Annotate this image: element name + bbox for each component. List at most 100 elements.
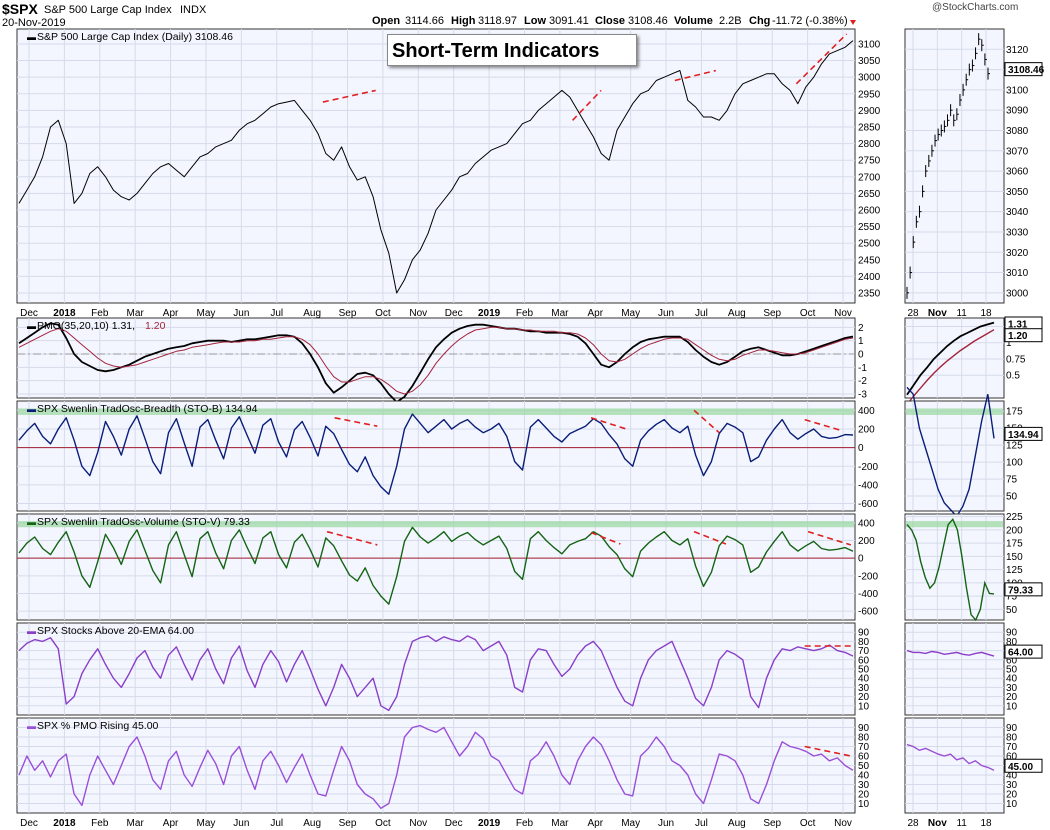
y-tick-label: 40 — [858, 771, 870, 782]
x-tick-label: May — [621, 818, 640, 829]
x-tick-label: Dec — [20, 308, 38, 319]
inset-y-tick-label: 30 — [1006, 780, 1018, 791]
y-tick-label: -200 — [858, 462, 878, 473]
inset-y-tick-label: 0.75 — [1006, 354, 1026, 365]
last-value-label: 3108.46 — [1008, 65, 1045, 76]
last-value-label: 64.00 — [1008, 648, 1033, 659]
inset-y-tick-label: 20 — [1006, 692, 1018, 703]
y-tick-label: 20 — [858, 790, 870, 801]
y-tick-label: 50 — [858, 665, 870, 676]
inset-y-tick-label: 0.5 — [1006, 371, 1020, 382]
inset-y-tick-label: 60 — [1006, 752, 1018, 763]
inset-y-tick-label: 3060 — [1006, 167, 1029, 178]
y-tick-label: 2600 — [858, 206, 881, 217]
chart-callout: Short-Term Indicators — [387, 34, 637, 66]
inset-x-tick-label: Nov — [928, 308, 947, 319]
y-tick-label: 20 — [858, 692, 870, 703]
trendline-pmo-rising — [804, 745, 851, 757]
inset-frame-breadth — [904, 400, 1005, 512]
panel-title: PMO(35,20,10) 1.31, — [37, 320, 135, 332]
inset-y-tick-label: 10 — [1006, 799, 1018, 810]
inset-y-tick-label: 100 — [1006, 458, 1023, 469]
y-tick-label: 60 — [858, 655, 870, 666]
symbol-label: $SPX — [2, 1, 38, 17]
y-tick-label: 1 — [858, 336, 864, 347]
x-tick-label: Aug — [728, 818, 746, 829]
x-tick-label: Oct — [800, 308, 816, 319]
inset-y-tick-label: 3000 — [1006, 288, 1029, 299]
x-tick-label: Jun — [658, 308, 674, 319]
x-tick-label: Jul — [695, 308, 708, 319]
x-tick-label: Jun — [658, 818, 674, 829]
legend-swatch: ▬ — [27, 517, 36, 527]
inset-y-tick-label: 1 — [1006, 338, 1012, 349]
legend-swatch: ▬ — [27, 404, 36, 414]
legend-swatch: ▬ — [27, 721, 36, 731]
series-line-price-0 — [18, 40, 854, 294]
quote-high-label: High — [451, 15, 476, 27]
y-tick-label: -2 — [858, 376, 867, 387]
y-tick-label: 200 — [858, 424, 875, 435]
legend-swatch: ▬ — [27, 321, 36, 331]
trendline-breadth — [590, 417, 627, 430]
inset-y-tick-label: 200 — [1006, 525, 1023, 536]
overbought-band — [18, 408, 854, 415]
index-name: S&P 500 Large Cap Index — [44, 4, 172, 16]
inset-x-tick-label: 18 — [980, 818, 992, 829]
last-value-box — [1004, 328, 1043, 343]
trendline-breadth — [334, 416, 378, 427]
x-tick-label: 2018 — [53, 308, 76, 319]
y-tick-label: 3000 — [858, 73, 881, 84]
y-tick-label: -600 — [858, 499, 878, 510]
inset-y-tick-label: 150 — [1006, 552, 1023, 563]
y-tick-label: 0 — [858, 350, 864, 361]
x-tick-label: Mar — [551, 818, 569, 829]
down-arrow-icon — [850, 20, 856, 25]
legend-swatch: ▬ — [27, 32, 36, 42]
y-tick-label: 3100 — [858, 39, 881, 50]
x-tick-label: Apr — [587, 308, 603, 319]
chart-date: 20-Nov-2019 — [2, 17, 66, 29]
x-tick-label: May — [197, 308, 216, 319]
y-tick-label: 2500 — [858, 239, 881, 250]
quote-chg-label: Chg — [749, 15, 771, 27]
y-tick-label: 2950 — [858, 89, 881, 100]
last-value-box — [1004, 644, 1043, 659]
inset-y-tick-label: 3020 — [1006, 248, 1029, 259]
inset-x-tick-label: 11 — [956, 818, 967, 829]
last-value-label: 1.20 — [1008, 331, 1028, 342]
x-tick-label: Sep — [339, 818, 357, 829]
y-tick-label: 10 — [858, 701, 870, 712]
x-tick-label: Feb — [91, 818, 109, 829]
x-tick-label: Aug — [728, 308, 746, 319]
inset-series-line-breadth-0 — [906, 386, 995, 518]
x-tick-label: Jun — [233, 818, 249, 829]
panel-breadth: -600-400-20002004005075100125150175134.9… — [16, 386, 1043, 518]
inset-y-tick-label: 75 — [1006, 592, 1018, 603]
inset-series-line-volume-0 — [906, 518, 995, 622]
y-tick-label: 40 — [858, 674, 870, 685]
quote-close-label: Close — [595, 15, 625, 27]
inset-y-tick-label: 175 — [1006, 407, 1023, 418]
y-tick-label: 70 — [858, 646, 870, 657]
trendline-breadth — [693, 409, 720, 434]
x-tick-label: Oct — [375, 308, 391, 319]
y-tick-label: 70 — [858, 742, 870, 753]
inset-y-tick-label: 80 — [1006, 637, 1018, 648]
x-tick-label: 2019 — [478, 308, 501, 319]
series-line-pmo-rising-0 — [18, 724, 854, 809]
series-line-breadth-0 — [18, 413, 854, 495]
panel-title: SPX Swenlin TradOsc-Breadth (STO-B) 134.… — [37, 403, 258, 415]
inset-y-tick-label: 20 — [1006, 790, 1018, 801]
series-line-stocks-ema-0 — [18, 635, 854, 712]
x-tick-label: Apr — [163, 818, 179, 829]
panel-title: SPX Stocks Above 20-EMA 64.00 — [37, 625, 194, 637]
x-tick-label: Dec — [445, 818, 463, 829]
y-tick-label: 400 — [858, 406, 875, 417]
quote-low: 3091.41 — [549, 15, 589, 27]
x-tick-label: Mar — [127, 308, 145, 319]
last-value-label: 134.94 — [1008, 430, 1039, 441]
last-value-box — [1004, 426, 1043, 441]
